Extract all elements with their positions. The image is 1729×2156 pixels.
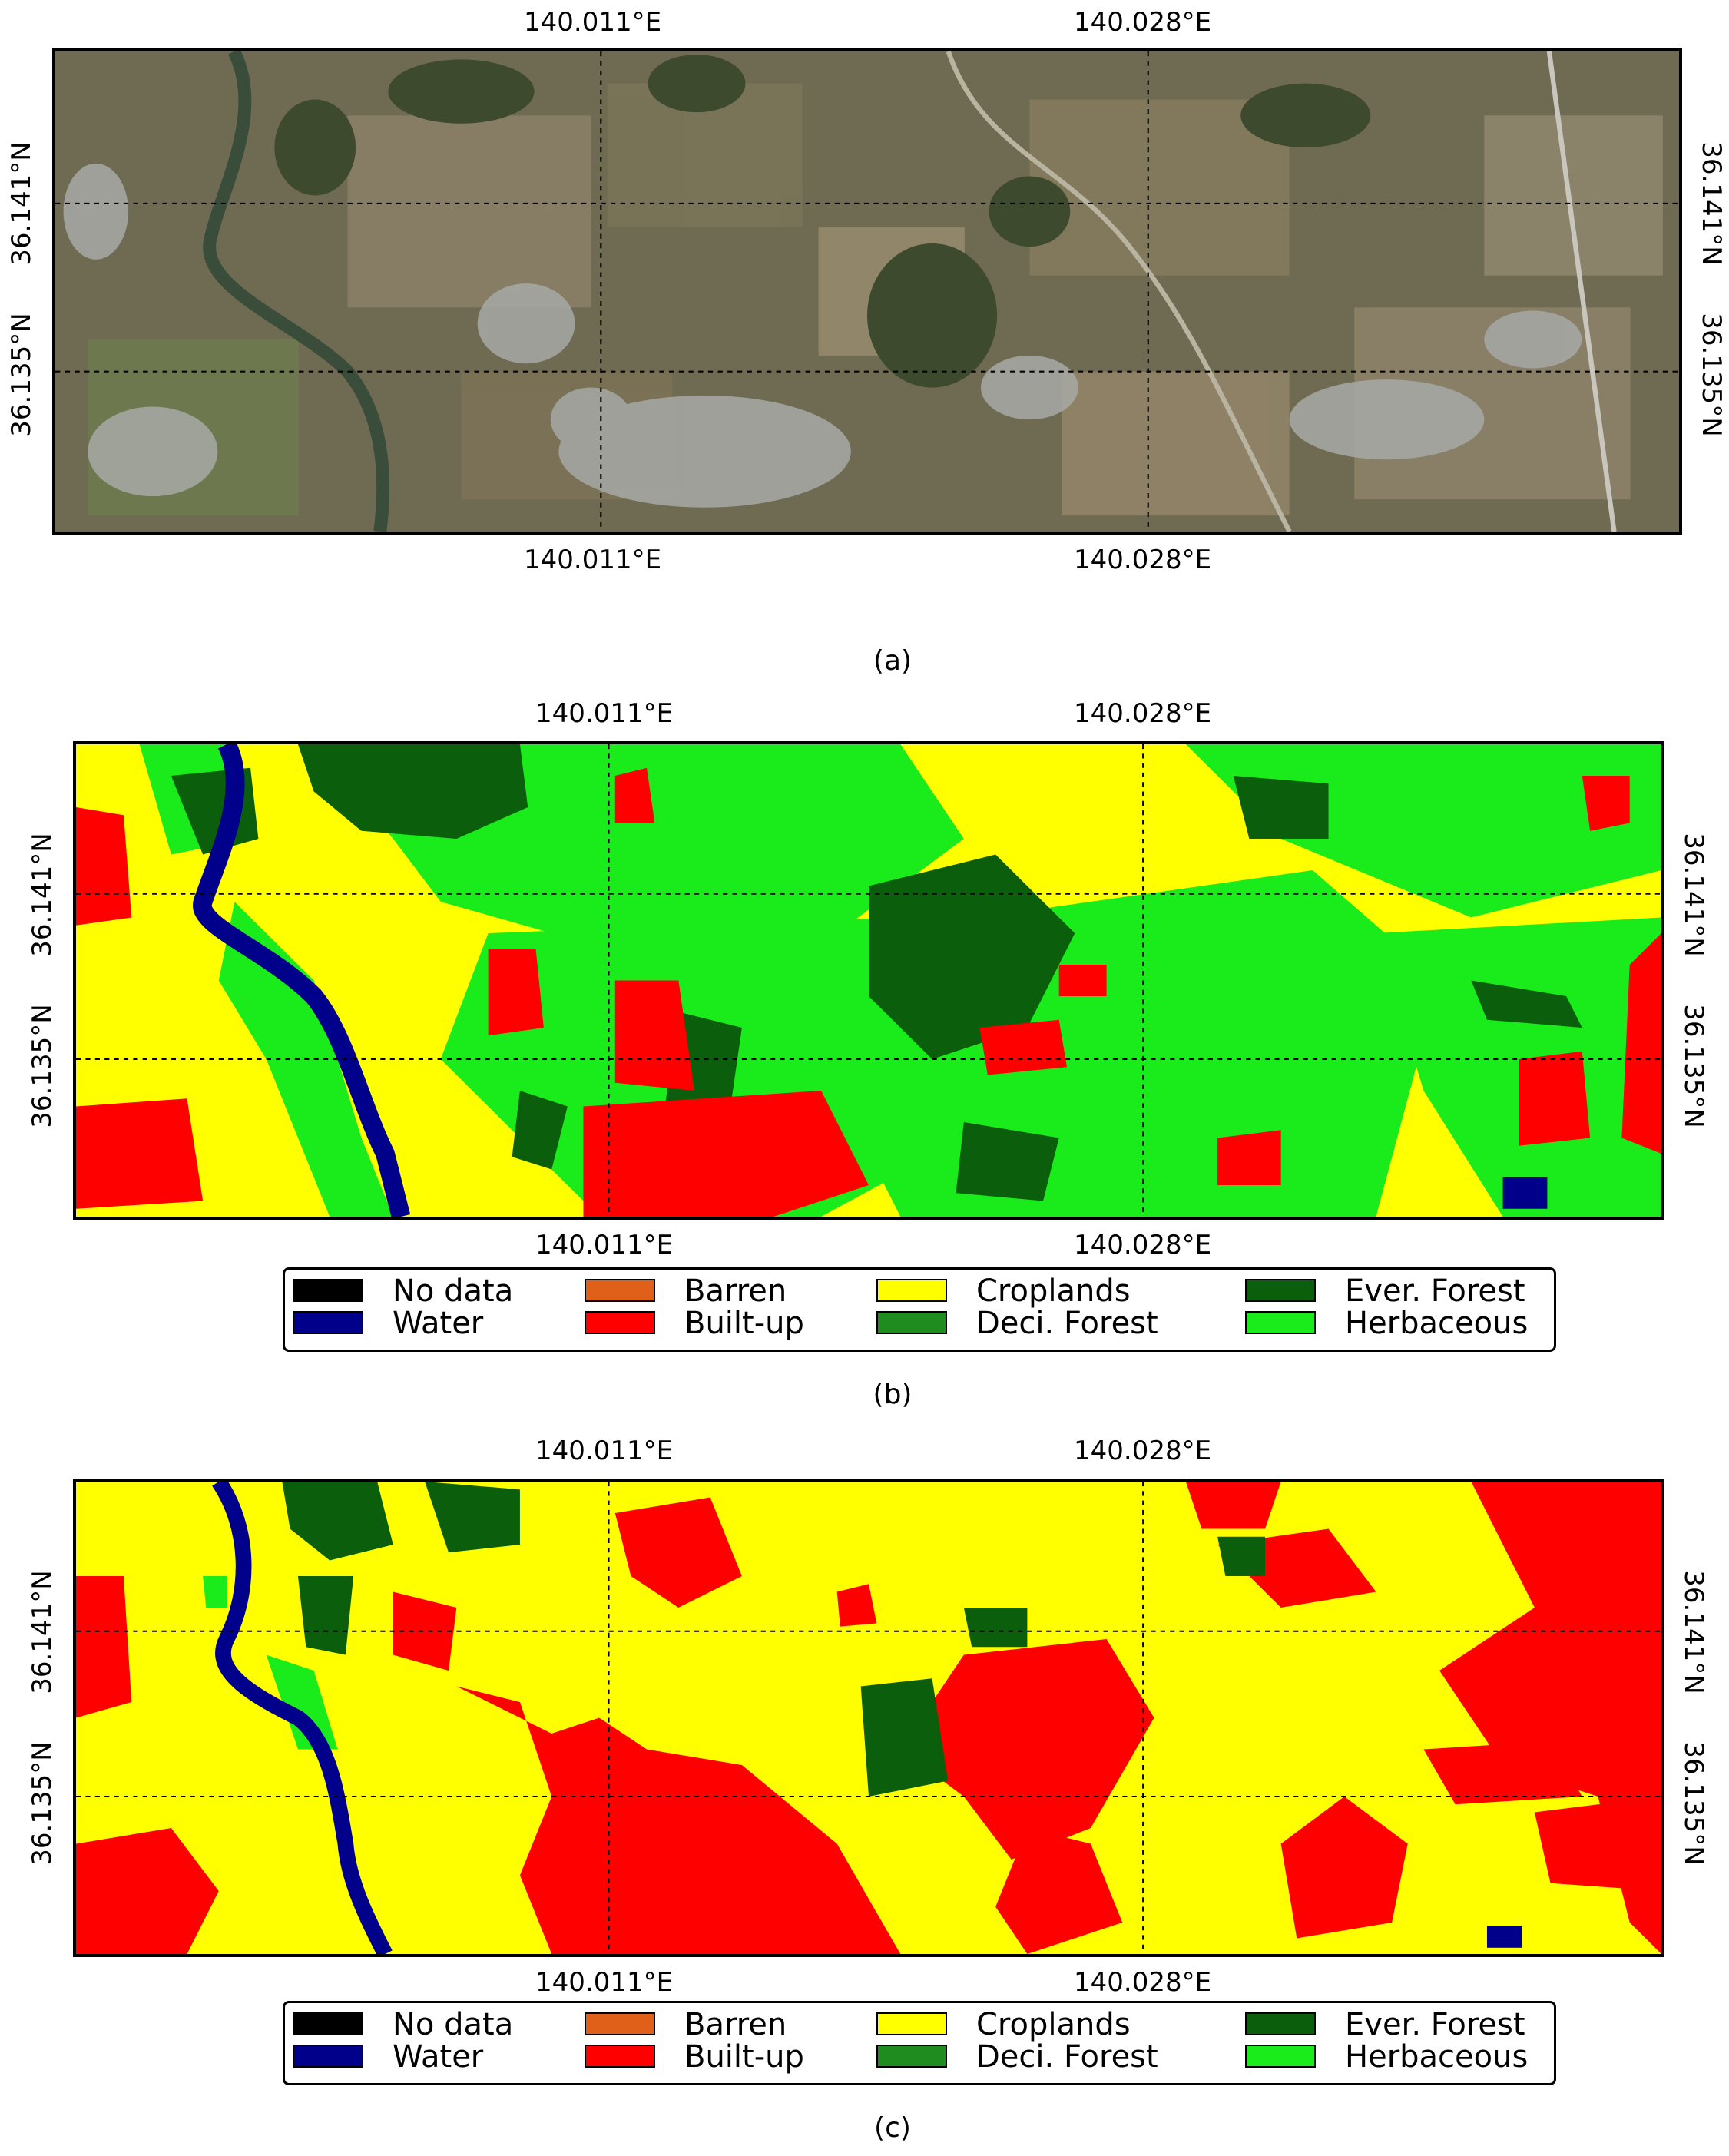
panel-b: 140.011°E 140.028°E bbox=[0, 691, 1729, 1429]
legend-label: Barren bbox=[684, 2007, 787, 2042]
lat-tick-left-2: 36.135°N bbox=[27, 1741, 58, 1866]
lat-tick-right-1: 36.141°N bbox=[1678, 1570, 1709, 1694]
legend-c: No data Water Barren Built-up Croplands … bbox=[283, 2001, 1556, 2085]
lat-tick-right-2: 36.135°N bbox=[1678, 1004, 1709, 1128]
legend-label: Ever. Forest bbox=[1345, 2007, 1525, 2042]
legend-label: Barren bbox=[684, 1273, 787, 1309]
legend-swatch bbox=[293, 1279, 363, 1302]
legend-swatch bbox=[585, 2045, 655, 2068]
legend-swatch bbox=[585, 2012, 655, 2035]
caption-a: (a) bbox=[873, 645, 913, 677]
legend-swatch bbox=[876, 1311, 947, 1334]
lat-tick-right-2: 36.135°N bbox=[1696, 313, 1727, 437]
lon-tick-top-1: 140.011°E bbox=[524, 7, 662, 38]
lon-tick-bottom-1: 140.011°E bbox=[535, 1967, 674, 1998]
panel-c: 140.011°E 140.028°E bbox=[0, 1429, 1729, 2156]
legend-swatch bbox=[585, 1311, 655, 1334]
legend-swatch bbox=[1245, 1311, 1316, 1334]
legend-label: Built-up bbox=[684, 2039, 804, 2075]
landcover-map-b bbox=[73, 741, 1664, 1220]
lat-tick-right-1: 36.141°N bbox=[1696, 141, 1727, 266]
lon-tick-bottom-1: 140.011°E bbox=[524, 545, 662, 575]
legend-label: Deci. Forest bbox=[976, 2039, 1158, 2075]
legend-label: Built-up bbox=[684, 1306, 804, 1341]
lat-tick-left-1: 36.141°N bbox=[6, 141, 37, 266]
legend-label: Water bbox=[393, 2039, 484, 2075]
caption-b: (b) bbox=[873, 1379, 913, 1410]
lon-tick-bottom-1: 140.011°E bbox=[535, 1230, 674, 1260]
lat-tick-right-1: 36.141°N bbox=[1678, 833, 1709, 957]
legend-swatch bbox=[293, 1311, 363, 1334]
lon-tick-top-2: 140.028°E bbox=[1074, 1436, 1212, 1466]
legend-swatch bbox=[876, 2012, 947, 2035]
legend-label: Deci. Forest bbox=[976, 1306, 1158, 1341]
legend-label: Croplands bbox=[976, 2007, 1131, 2042]
lon-tick-bottom-2: 140.028°E bbox=[1074, 1967, 1212, 1998]
lat-tick-left-1: 36.141°N bbox=[27, 1570, 58, 1694]
legend-b: No data Water Barren Built-up Croplands … bbox=[283, 1267, 1556, 1352]
lon-tick-top-1: 140.011°E bbox=[535, 1436, 674, 1466]
legend-label: Croplands bbox=[976, 1273, 1131, 1309]
legend-label: Water bbox=[393, 1306, 484, 1341]
caption-c: (c) bbox=[874, 2112, 911, 2144]
lat-tick-right-2: 36.135°N bbox=[1678, 1741, 1709, 1866]
legend-swatch bbox=[1245, 2045, 1316, 2068]
landcover-map-c bbox=[73, 1479, 1664, 1957]
lon-tick-bottom-2: 140.028°E bbox=[1074, 1230, 1212, 1260]
legend-label: No data bbox=[393, 1273, 514, 1309]
satellite-image bbox=[52, 48, 1682, 535]
legend-label: Herbaceous bbox=[1345, 2039, 1529, 2075]
legend-swatch bbox=[293, 2045, 363, 2068]
lon-tick-top-2: 140.028°E bbox=[1074, 698, 1212, 729]
legend-label: No data bbox=[393, 2007, 514, 2042]
lat-tick-left-1: 36.141°N bbox=[27, 833, 58, 957]
lon-tick-bottom-2: 140.028°E bbox=[1074, 545, 1212, 575]
legend-swatch bbox=[585, 1279, 655, 1302]
lon-tick-top-2: 140.028°E bbox=[1074, 7, 1212, 38]
lat-tick-left-2: 36.135°N bbox=[27, 1004, 58, 1128]
legend-swatch bbox=[293, 2012, 363, 2035]
legend-swatch bbox=[876, 1279, 947, 1302]
lon-tick-top-1: 140.011°E bbox=[535, 698, 674, 729]
legend-swatch bbox=[1245, 1279, 1316, 1302]
legend-label: Ever. Forest bbox=[1345, 1273, 1525, 1309]
legend-label: Herbaceous bbox=[1345, 1306, 1529, 1341]
panel-a: 140.011°E 140.028°E bbox=[0, 0, 1729, 691]
lat-tick-left-2: 36.135°N bbox=[6, 313, 37, 437]
legend-swatch bbox=[1245, 2012, 1316, 2035]
legend-swatch bbox=[876, 2045, 947, 2068]
